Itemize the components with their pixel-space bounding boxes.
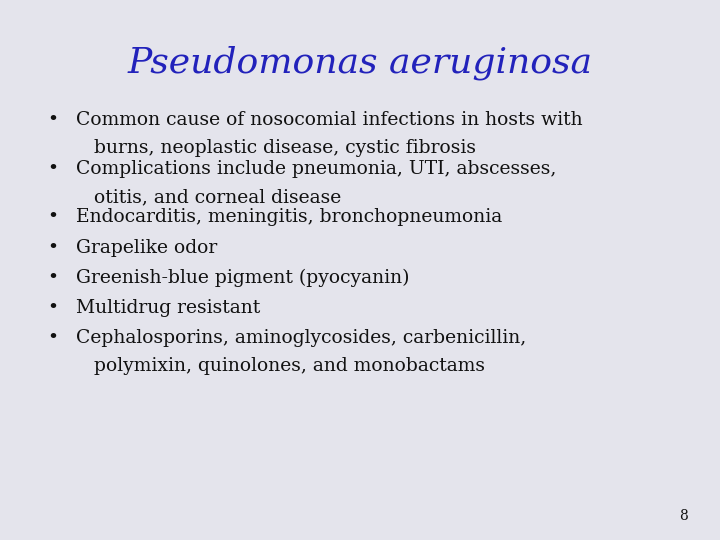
Text: •: • (47, 160, 58, 178)
Text: Cephalosporins, aminoglycosides, carbenicillin,: Cephalosporins, aminoglycosides, carbeni… (76, 329, 526, 347)
Text: otitis, and corneal disease: otitis, and corneal disease (94, 188, 341, 206)
Text: Grapelike odor: Grapelike odor (76, 239, 217, 256)
Text: •: • (47, 329, 58, 347)
Text: Endocarditis, meningitis, bronchopneumonia: Endocarditis, meningitis, bronchopneumon… (76, 208, 502, 226)
Text: Pseudomonas aeruginosa: Pseudomonas aeruginosa (127, 46, 593, 80)
Text: Greenish-blue pigment (pyocyanin): Greenish-blue pigment (pyocyanin) (76, 269, 409, 287)
Text: •: • (47, 269, 58, 287)
Text: Common cause of nosocomial infections in hosts with: Common cause of nosocomial infections in… (76, 111, 582, 129)
Text: burns, neoplastic disease, cystic fibrosis: burns, neoplastic disease, cystic fibros… (94, 139, 476, 157)
Text: 8: 8 (679, 509, 688, 523)
Text: Multidrug resistant: Multidrug resistant (76, 299, 260, 317)
Text: •: • (47, 111, 58, 129)
Text: Complications include pneumonia, UTI, abscesses,: Complications include pneumonia, UTI, ab… (76, 160, 556, 178)
Text: •: • (47, 208, 58, 226)
Text: polymixin, quinolones, and monobactams: polymixin, quinolones, and monobactams (94, 357, 485, 375)
Text: •: • (47, 299, 58, 317)
Text: •: • (47, 239, 58, 256)
